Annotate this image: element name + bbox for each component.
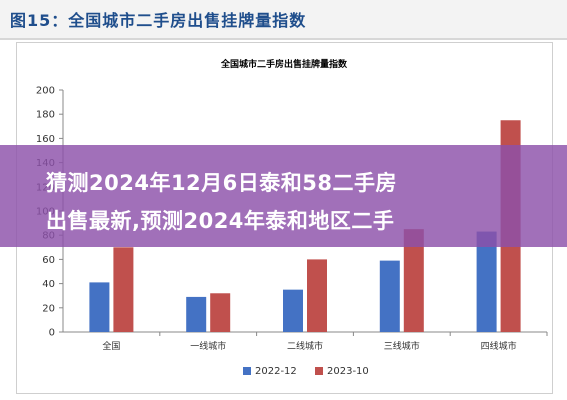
y-tick-label: 60 — [42, 255, 55, 266]
bars — [89, 120, 521, 332]
x-tick-label: 一线城市 — [190, 340, 226, 352]
headline-banner: 猜测2024年12月6日泰和58二手房 出售最新,预测2024年泰和地区二手 — [0, 145, 567, 247]
legend-swatch — [315, 367, 323, 375]
bar-series1 — [379, 260, 400, 332]
bar-series1 — [476, 231, 497, 332]
axes: 020406080100120140160180200全国一线城市二线城市三线城… — [36, 86, 548, 352]
bar-series1 — [89, 282, 110, 332]
y-tick-label: 40 — [42, 279, 55, 290]
y-tick-label: 0 — [49, 328, 55, 339]
x-tick-label: 二线城市 — [287, 340, 323, 352]
header-divider — [0, 38, 567, 40]
bar-series2 — [210, 293, 231, 332]
bar-series1 — [186, 296, 207, 332]
bar-series2 — [113, 247, 134, 332]
legend-swatch — [243, 367, 251, 375]
y-tick-label: 180 — [36, 110, 55, 121]
chart-title: 全国城市二手房出售挂牌量指数 — [220, 58, 348, 70]
x-tick-label: 四线城市 — [481, 340, 517, 352]
bar-series1 — [283, 289, 303, 332]
figure-title: 图15：全国城市二手房出售挂牌量指数 — [10, 11, 307, 30]
legend: 2022-12 2023-10 — [243, 366, 369, 377]
headline-line-1: 猜测2024年12月6日泰和58二手房 — [46, 171, 398, 195]
bar-series2 — [307, 259, 327, 332]
x-tick-label: 三线城市 — [384, 340, 420, 352]
figure-header: 图15：全国城市二手房出售挂牌量指数 — [0, 0, 567, 40]
y-tick-label: 200 — [36, 86, 55, 97]
bar-series2 — [403, 229, 424, 332]
headline-line-2: 出售最新,预测2024年泰和地区二手 — [46, 209, 395, 233]
x-tick-label: 全国 — [102, 340, 120, 352]
legend-label: 2023-10 — [327, 366, 369, 377]
y-tick-label: 20 — [42, 303, 55, 314]
bar-chart: 全国城市二手房出售挂牌量指数 0204060801001201401601802… — [36, 58, 548, 377]
legend-label: 2022-12 — [255, 366, 297, 377]
y-tick-label: 160 — [36, 134, 55, 145]
